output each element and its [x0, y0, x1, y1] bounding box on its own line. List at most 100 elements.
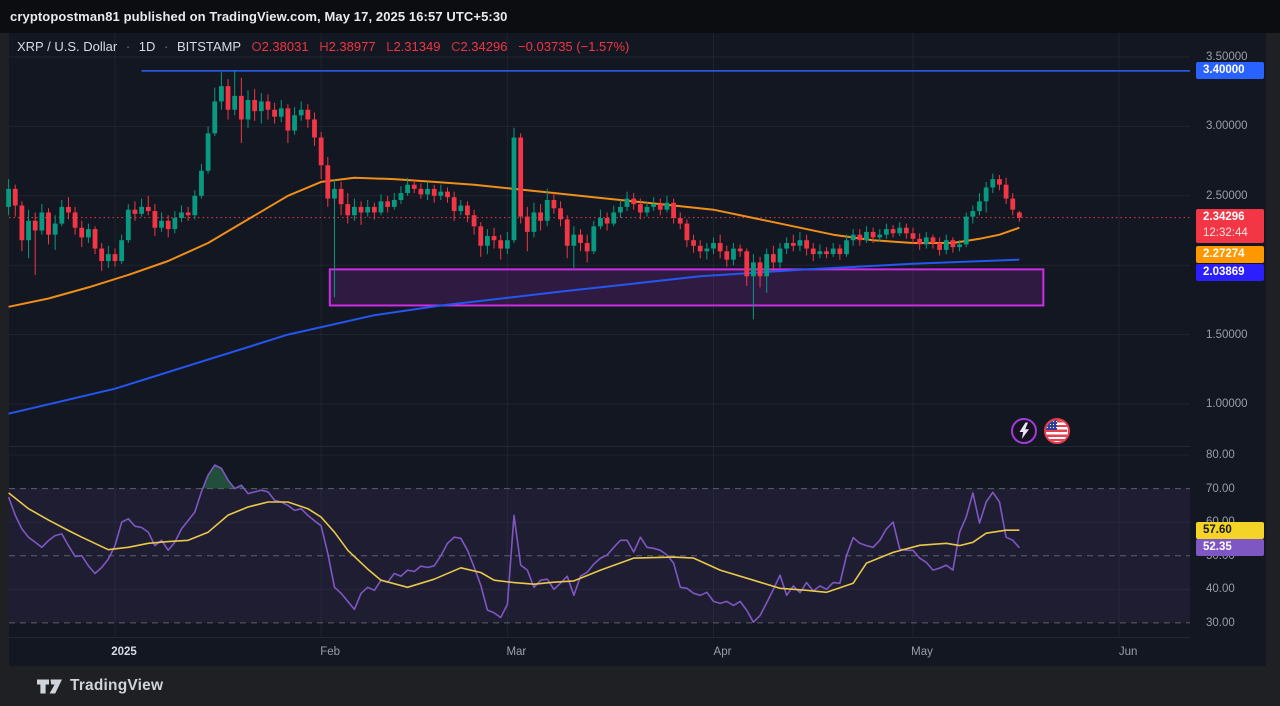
candle-body: [152, 211, 158, 228]
candle-body: [32, 220, 38, 231]
candle-body: [1003, 184, 1009, 199]
candle-body: [970, 211, 976, 217]
candle-body: [252, 100, 258, 112]
candle-body: [983, 187, 989, 202]
candle-body: [631, 198, 637, 205]
candle-body: [957, 244, 962, 248]
time-axis[interactable]: 2025 Feb Mar Apr May Jun: [9, 637, 1190, 667]
candle-body: [225, 86, 231, 110]
candle-body: [598, 218, 603, 227]
candle-body: [212, 101, 218, 134]
low-letter: L: [386, 39, 394, 54]
symbol-legend[interactable]: XRP / U.S. Dollar · 1D · BITSTAMP O2.380…: [17, 39, 629, 54]
candle-body: [651, 204, 657, 207]
candle-body: [19, 205, 25, 241]
candle-body: [258, 101, 264, 112]
rsi-axis-tick: 70.00: [1206, 482, 1235, 495]
candle-body: [558, 208, 563, 220]
candle-body: [571, 234, 577, 246]
open-letter: O: [251, 39, 262, 54]
candle-body: [724, 251, 730, 260]
candle-body: [844, 240, 849, 255]
close-letter: C: [451, 39, 461, 54]
candle-body: [312, 119, 317, 138]
high-letter: H: [319, 39, 329, 54]
rsi-axis-tick: 80.00: [1206, 449, 1235, 461]
candle-body: [731, 248, 736, 260]
candle-body: [332, 188, 337, 199]
candle-body: [358, 206, 364, 213]
legend-separator: ·: [164, 39, 169, 54]
candle-body: [737, 248, 743, 252]
candle-body: [219, 86, 224, 102]
candle-body: [139, 206, 144, 214]
candle-body: [72, 212, 78, 228]
support-zone-rectangle[interactable]: [328, 268, 1045, 307]
low-value: 2.31349: [393, 39, 441, 54]
candle-body: [877, 234, 883, 238]
candle-body: [185, 212, 191, 216]
candle-body: [757, 262, 763, 277]
price-axis-tick: 1.00000: [1206, 398, 1248, 410]
candle-body: [830, 248, 836, 255]
chart-widget: XRP / U.S. Dollar · 1D · BITSTAMP O2.380…: [6, 33, 1266, 667]
candle-body: [837, 248, 843, 255]
price-axis-tick: 3.50000: [1206, 51, 1248, 63]
candle-body: [518, 137, 524, 217]
candle-body: [618, 206, 623, 213]
rsi-value-label: 52.35: [1196, 539, 1264, 557]
candle-body: [298, 109, 304, 116]
candle-body: [199, 170, 204, 196]
candle-body: [398, 193, 404, 200]
candle-body: [445, 191, 450, 198]
close-value: 2.34296: [460, 39, 508, 54]
candle-body: [538, 212, 543, 221]
us-flag-icon[interactable]: [1044, 418, 1070, 444]
candle-body: [46, 212, 51, 235]
time-axis-label: May: [911, 646, 933, 658]
candle-body: [92, 229, 98, 249]
candle-body: [325, 165, 331, 199]
lightning-reaction-icon[interactable]: [1011, 418, 1037, 444]
footer-bar: TradingView: [0, 666, 1280, 706]
candle-body: [26, 220, 31, 241]
candle-body: [870, 231, 876, 238]
level-price-label: 3.40000: [1196, 61, 1264, 79]
candle-body: [438, 191, 444, 196]
candle-body: [172, 218, 178, 230]
price-axis-tick: 3.00000: [1206, 120, 1248, 133]
candle-body: [657, 204, 663, 210]
candle-body: [584, 242, 590, 252]
interval-label: 1D: [138, 39, 156, 54]
candle-body: [192, 195, 198, 216]
candle-body: [39, 212, 45, 231]
candle-body: [744, 251, 750, 277]
candle-body: [485, 236, 490, 246]
candle-body: [305, 109, 311, 120]
candle-body: [458, 205, 464, 212]
candle-body: [578, 234, 583, 243]
candle-body: [611, 212, 617, 224]
fast-ma-line: [8, 176, 1020, 308]
candle-body: [345, 204, 351, 216]
candle-body: [824, 251, 829, 255]
tradingview-logo-icon[interactable]: [36, 677, 63, 696]
rsi-value-label: 57.60: [1196, 521, 1264, 539]
candle-body: [365, 206, 371, 213]
candle-body: [411, 184, 417, 189]
candle-body: [491, 236, 497, 241]
tradingview-brand-text[interactable]: TradingView: [70, 677, 164, 694]
candle-body: [511, 137, 517, 241]
legend-separator: ·: [125, 39, 131, 54]
candle-body: [145, 206, 151, 212]
candle-body: [930, 237, 936, 243]
candle-body: [1010, 198, 1016, 210]
symbol-name: XRP / U.S. Dollar: [17, 39, 118, 54]
candle-body: [478, 226, 484, 246]
candle-body: [784, 242, 790, 249]
candle-body: [352, 206, 357, 216]
candle-body: [451, 197, 457, 212]
candle-body: [425, 188, 430, 195]
